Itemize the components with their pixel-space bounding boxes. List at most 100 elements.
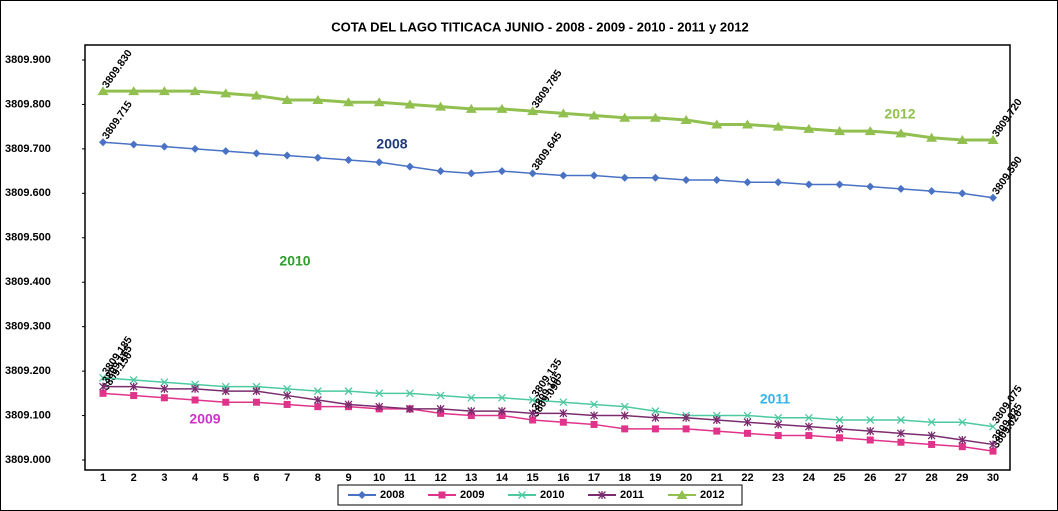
marker — [651, 407, 660, 416]
marker — [160, 378, 169, 387]
annotation: 2009 — [189, 411, 220, 427]
marker — [160, 394, 168, 402]
legend-box — [337, 484, 743, 506]
marker — [989, 447, 997, 455]
marker — [774, 178, 783, 187]
marker — [835, 416, 844, 424]
marker — [375, 402, 384, 411]
legend-label: 2011 — [620, 489, 644, 501]
marker — [99, 373, 107, 382]
series-line — [102, 377, 994, 428]
marker — [896, 416, 905, 424]
marker — [559, 409, 568, 418]
marker — [467, 412, 475, 420]
marker — [128, 86, 140, 96]
marker — [557, 108, 569, 118]
series-line — [103, 385, 994, 446]
marker — [682, 413, 691, 422]
y-tick-label: 3809.100 — [5, 409, 51, 421]
marker — [928, 440, 936, 448]
marker — [958, 418, 967, 427]
marker — [498, 412, 506, 420]
marker — [467, 169, 476, 178]
series-line — [103, 89, 993, 142]
x-tick-label: 10 — [373, 472, 385, 484]
legend-label: 2008 — [380, 489, 404, 501]
marker — [129, 382, 138, 391]
marker — [741, 119, 753, 129]
marker — [358, 491, 366, 499]
marker — [866, 416, 875, 424]
marker — [283, 384, 292, 393]
marker — [989, 422, 997, 431]
marker — [774, 413, 783, 422]
y-tick-label: 3809.900 — [5, 54, 51, 66]
marker — [958, 436, 967, 444]
marker — [313, 396, 322, 404]
marker — [598, 491, 606, 499]
x-tick-label: 20 — [680, 472, 692, 484]
marker — [405, 404, 414, 413]
x-tick-label: 29 — [956, 472, 968, 484]
marker — [866, 427, 875, 436]
marker — [160, 384, 169, 393]
marker — [926, 132, 938, 142]
marker — [130, 392, 138, 400]
marker — [896, 429, 905, 438]
marker — [528, 409, 537, 418]
marker — [774, 420, 783, 429]
legend: 2008 2009 2010 2011 2012 — [337, 484, 743, 506]
marker — [529, 416, 537, 424]
marker — [99, 382, 107, 391]
marker — [835, 424, 844, 433]
marker — [373, 97, 385, 107]
marker — [743, 418, 752, 427]
marker — [895, 128, 907, 138]
marker — [97, 86, 109, 96]
y-tick-label: 3809.300 — [5, 321, 51, 333]
y-tick-label: 3809.500 — [5, 232, 51, 244]
marker — [620, 402, 629, 411]
marker — [590, 420, 598, 428]
marker — [222, 398, 230, 406]
x-tick-label: 16 — [557, 472, 569, 484]
x-tick-label: 4 — [192, 472, 199, 484]
marker — [866, 436, 874, 444]
y-tick-label: 3809.700 — [5, 143, 51, 155]
plot-area — [84, 44, 1011, 471]
marker — [189, 86, 201, 96]
marker — [958, 189, 967, 198]
x-tick-label: 12 — [434, 472, 446, 484]
legend-item: 2009 — [428, 489, 484, 501]
y-tick-label: 3809.000 — [5, 454, 51, 466]
marker — [252, 398, 260, 406]
marker — [528, 169, 537, 178]
annotation: 2010 — [279, 253, 310, 269]
legend-label: 2009 — [460, 489, 484, 501]
marker — [437, 409, 445, 417]
marker — [712, 416, 721, 424]
marker — [375, 389, 384, 398]
series-line — [102, 141, 994, 199]
marker — [896, 184, 905, 193]
x-tick-label: 18 — [619, 472, 631, 484]
marker — [866, 182, 875, 191]
marker — [989, 193, 997, 202]
marker — [283, 151, 292, 160]
marker — [129, 140, 138, 149]
marker — [344, 400, 353, 409]
legend-item: 2010 — [508, 489, 564, 501]
y-tick-label: 3809.400 — [5, 276, 51, 288]
marker — [283, 391, 292, 400]
chart-title: COTA DEL LAGO TITICACA JUNIO - 2008 - 20… — [331, 19, 749, 34]
x-tick-label: 6 — [253, 472, 259, 484]
marker — [588, 110, 600, 120]
marker — [191, 396, 199, 404]
marker — [436, 167, 445, 176]
y-tick-label: 3809.800 — [5, 98, 51, 110]
marker — [590, 400, 598, 409]
x-tick-label: 25 — [833, 472, 845, 484]
marker — [191, 144, 200, 153]
series-line — [102, 392, 994, 452]
